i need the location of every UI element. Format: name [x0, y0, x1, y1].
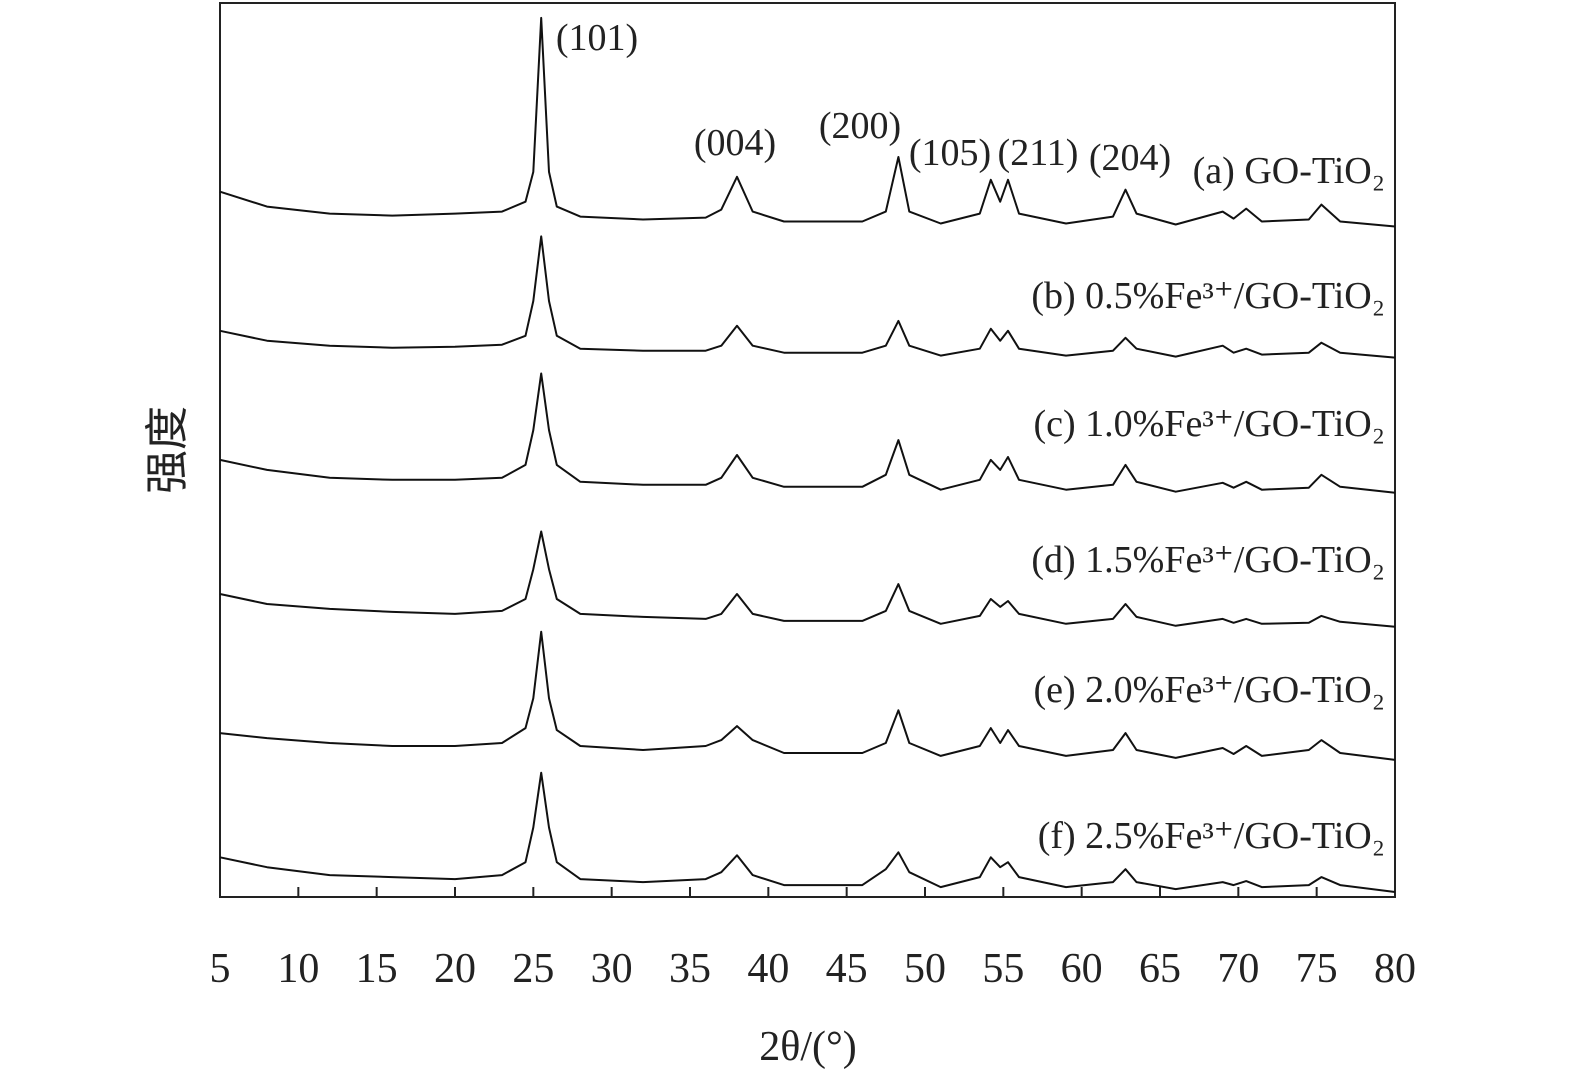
- x-axis-label: 2θ/(°): [759, 1024, 857, 1070]
- x-tick-label: 65: [1139, 946, 1181, 992]
- x-tick-label: 25: [512, 946, 554, 992]
- series-label: (d) 1.5%Fe³⁺/GO-TiO₂: [1031, 539, 1385, 581]
- x-tick-label: 75: [1296, 946, 1338, 992]
- series-label: (c) 1.0%Fe³⁺/GO-TiO₂: [1034, 403, 1386, 445]
- plot-frame: [219, 2, 1396, 898]
- x-tick-label: 35: [669, 946, 711, 992]
- xrd-line: [219, 630, 1396, 761]
- series-label: (b) 0.5%Fe³⁺/GO-TiO₂: [1031, 275, 1385, 317]
- x-tick-label: 70: [1217, 946, 1259, 992]
- x-tick-label: 40: [747, 946, 789, 992]
- xrd-line: [219, 235, 1396, 359]
- x-tick-label: 45: [826, 946, 868, 992]
- series-label: (f) 2.5%Fe³⁺/GO-TiO₂: [1038, 815, 1385, 857]
- peak-label: (004): [694, 122, 776, 164]
- y-axis-label: 强度: [143, 406, 192, 494]
- x-tick-label: 15: [356, 946, 398, 992]
- peak-label: (200): [819, 105, 901, 147]
- xrd-line: [219, 530, 1396, 628]
- series-label: (e) 2.0%Fe³⁺/GO-TiO₂: [1034, 669, 1386, 711]
- xrd-line: [219, 771, 1396, 893]
- xrd-line: [219, 16, 1396, 228]
- series-label: (a) GO-TiO₂: [1193, 150, 1385, 192]
- peak-label: (204): [1089, 137, 1171, 179]
- peak-label: (105): [909, 132, 991, 174]
- peak-label: (101): [556, 17, 638, 59]
- x-tick-label: 5: [210, 946, 231, 992]
- peak-label: (211): [998, 132, 1079, 174]
- x-tick-label: 60: [1061, 946, 1103, 992]
- x-tick-label: 55: [982, 946, 1024, 992]
- x-tick-label: 30: [591, 946, 633, 992]
- x-tick-label: 10: [277, 946, 319, 992]
- x-tick-label: 80: [1374, 946, 1416, 992]
- xrd-line: [219, 372, 1396, 494]
- x-tick-label: 50: [904, 946, 946, 992]
- x-tick-label: 20: [434, 946, 476, 992]
